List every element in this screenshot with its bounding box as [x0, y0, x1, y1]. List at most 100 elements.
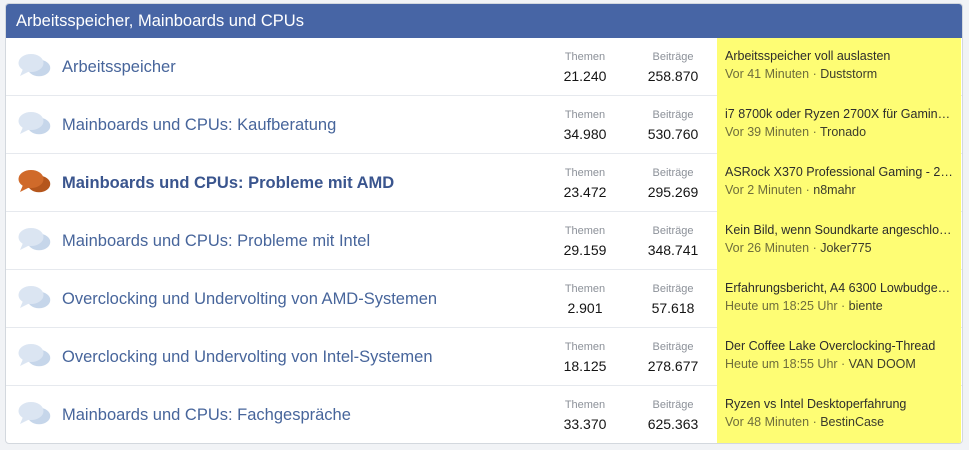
latest-post-title[interactable]: Der Coffee Lake Overclocking-Thread	[725, 339, 936, 353]
posts-label: Beiträge	[652, 225, 694, 237]
forum-node-3: Mainboards und CPUs: Probleme mit AMD Th…	[6, 154, 962, 212]
latest-post-user[interactable]: Joker775	[820, 241, 872, 255]
threads-stat: Themen 23.472	[545, 166, 625, 202]
posts-count: 278.677	[647, 358, 699, 374]
posts-count: 625.363	[647, 416, 699, 432]
forum-read-icon[interactable]	[17, 283, 53, 315]
posts-stat: Beiträge 278.677	[633, 340, 713, 376]
threads-label: Themen	[564, 341, 606, 353]
threads-label: Themen	[564, 283, 606, 295]
latest-post-meta: Vor 48 Minuten · BestinCase	[725, 413, 957, 431]
posts-stat: Beiträge 530.760	[633, 108, 713, 144]
latest-post: Arbeitsspeicher voll auslasten Vor 41 Mi…	[717, 38, 961, 96]
latest-post-user[interactable]: BestinCase	[820, 415, 885, 429]
meta-separator: ·	[809, 67, 821, 81]
latest-post: Erfahrungsbericht, A4 6300 Lowbudge… Heu…	[717, 270, 961, 328]
forum-read-icon[interactable]	[17, 341, 53, 373]
latest-post-user[interactable]: Tronado	[819, 125, 867, 139]
latest-post-meta: Vor 26 Minuten · Joker775	[725, 239, 957, 257]
node-title[interactable]: Mainboards und CPUs: Kaufberatung	[62, 116, 337, 134]
posts-stat: Beiträge 625.363	[633, 398, 713, 434]
node-title[interactable]: Mainboards und CPUs: Probleme mit Intel	[62, 232, 371, 250]
threads-count: 23.472	[563, 184, 607, 200]
threads-label: Themen	[564, 51, 606, 63]
posts-stat: Beiträge 295.269	[633, 166, 713, 202]
latest-post-title[interactable]: Arbeitsspeicher voll auslasten	[725, 49, 891, 63]
meta-separator: ·	[837, 357, 849, 371]
latest-post: Kein Bild, wenn Soundkarte angeschlo… Vo…	[717, 212, 961, 270]
latest-post: Der Coffee Lake Overclocking-Thread Heut…	[717, 328, 961, 386]
latest-post-title[interactable]: Erfahrungsbericht, A4 6300 Lowbudge…	[725, 281, 951, 295]
threads-stat: Themen 33.370	[545, 398, 625, 434]
category-header[interactable]: Arbeitsspeicher, Mainboards und CPUs	[6, 4, 962, 38]
latest-post-time[interactable]: Heute um 18:55 Uhr	[725, 357, 838, 371]
posts-count: 258.870	[647, 68, 699, 84]
latest-post-title[interactable]: Kein Bild, wenn Soundkarte angeschlo…	[725, 223, 952, 237]
node-title[interactable]: Overclocking und Undervolting von Intel-…	[62, 348, 433, 366]
latest-post: Ryzen vs Intel Desktoperfahrung Vor 48 M…	[717, 386, 961, 443]
forum-node-5: Overclocking und Undervolting von AMD-Sy…	[6, 270, 962, 328]
node-list: Arbeitsspeicher Themen 21.240 Beiträge 2…	[6, 38, 962, 443]
posts-label: Beiträge	[652, 51, 694, 63]
posts-count: 295.269	[647, 184, 699, 200]
posts-label: Beiträge	[652, 283, 694, 295]
posts-stat: Beiträge 258.870	[633, 50, 713, 86]
latest-post-title[interactable]: Ryzen vs Intel Desktoperfahrung	[725, 397, 907, 411]
threads-label: Themen	[564, 399, 606, 411]
threads-count: 2.901	[567, 300, 603, 316]
latest-post-meta: Vor 2 Minuten · n8mahr	[725, 181, 957, 199]
forum-node-6: Overclocking und Undervolting von Intel-…	[6, 328, 962, 386]
node-title[interactable]: Mainboards und CPUs: Probleme mit AMD	[62, 174, 395, 192]
forum-read-icon[interactable]	[17, 109, 53, 141]
latest-post-meta: Vor 39 Minuten · Tronado	[725, 123, 957, 141]
forum-read-icon[interactable]	[17, 51, 53, 83]
latest-post-meta: Heute um 18:55 Uhr · VAN DOOM	[725, 355, 957, 373]
forum-read-icon[interactable]	[17, 225, 53, 257]
threads-count: 29.159	[563, 242, 607, 258]
posts-label: Beiträge	[652, 399, 694, 411]
meta-separator: ·	[809, 241, 821, 255]
meta-separator: ·	[809, 415, 821, 429]
meta-separator: ·	[809, 125, 820, 139]
latest-post-title[interactable]: ASRock X370 Professional Gaming - 2…	[725, 165, 953, 179]
threads-stat: Themen 18.125	[545, 340, 625, 376]
latest-post-time[interactable]: Vor 48 Minuten	[725, 415, 810, 429]
latest-post-title[interactable]: i7 8700k oder Ryzen 2700X für Gaming…	[725, 107, 957, 121]
latest-post-time[interactable]: Vor 2 Minuten	[725, 183, 803, 197]
latest-post-user[interactable]: Duststorm	[820, 67, 878, 81]
latest-post-meta: Vor 41 Minuten · Duststorm	[725, 65, 957, 83]
node-title[interactable]: Overclocking und Undervolting von AMD-Sy…	[62, 290, 438, 308]
posts-stat: Beiträge 57.618	[633, 282, 713, 318]
forum-read-icon[interactable]	[17, 399, 53, 431]
latest-post-user[interactable]: n8mahr	[813, 183, 856, 197]
posts-count: 57.618	[651, 300, 695, 316]
latest-post-time[interactable]: Heute um 18:25 Uhr	[725, 299, 838, 313]
node-title[interactable]: Mainboards und CPUs: Fachgespräche	[62, 406, 351, 424]
threads-stat: Themen 21.240	[545, 50, 625, 86]
threads-count: 34.980	[563, 126, 607, 142]
latest-post-time[interactable]: Vor 39 Minuten	[725, 125, 810, 139]
posts-label: Beiträge	[652, 341, 694, 353]
posts-count: 530.760	[647, 126, 699, 142]
threads-count: 33.370	[563, 416, 607, 432]
threads-stat: Themen 34.980	[545, 108, 625, 144]
threads-label: Themen	[564, 109, 606, 121]
category-title[interactable]: Arbeitsspeicher, Mainboards und CPUs	[16, 12, 304, 30]
meta-separator: ·	[837, 299, 849, 313]
node-title[interactable]: Arbeitsspeicher	[62, 58, 176, 76]
threads-stat: Themen 29.159	[545, 224, 625, 260]
threads-label: Themen	[564, 167, 606, 179]
latest-post-user[interactable]: biente	[848, 299, 883, 313]
forum-node-7: Mainboards und CPUs: Fachgespräche Theme…	[6, 386, 962, 443]
latest-post-user[interactable]: VAN DOOM	[848, 357, 916, 371]
latest-post: i7 8700k oder Ryzen 2700X für Gaming… Vo…	[717, 96, 961, 154]
posts-label: Beiträge	[652, 109, 694, 121]
latest-post-time[interactable]: Vor 26 Minuten	[725, 241, 810, 255]
posts-stat: Beiträge 348.741	[633, 224, 713, 260]
forum-unread-icon[interactable]	[17, 167, 53, 199]
posts-count: 348.741	[647, 242, 699, 258]
forum-node-4: Mainboards und CPUs: Probleme mit Intel …	[6, 212, 962, 270]
forum-node-2: Mainboards und CPUs: Kaufberatung Themen…	[6, 96, 962, 154]
threads-count: 18.125	[563, 358, 607, 374]
latest-post-time[interactable]: Vor 41 Minuten	[725, 67, 810, 81]
